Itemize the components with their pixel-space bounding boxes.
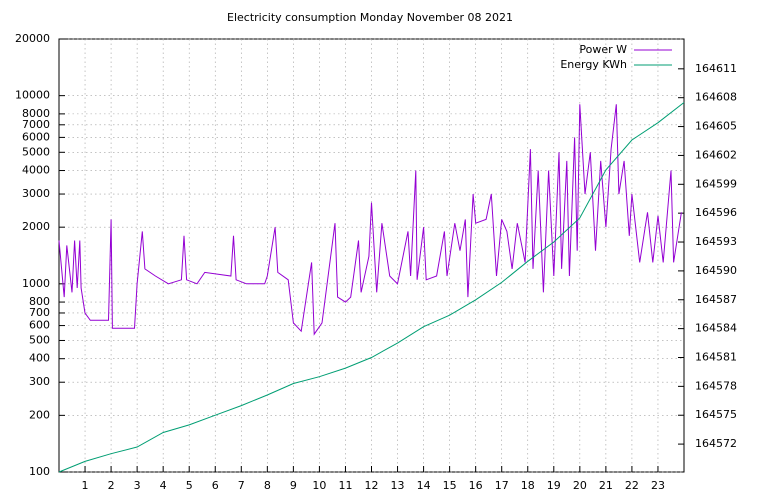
chart-title: Electricity consumption Monday November …: [227, 11, 513, 24]
y-tick-label: 5000: [22, 145, 50, 158]
y2-tick-label: 164593: [695, 235, 737, 248]
x-tick-label: 17: [495, 479, 509, 492]
y-tick-label: 500: [29, 333, 50, 346]
legend-label: Power W: [579, 43, 627, 56]
y-tick-label: 2000: [22, 220, 50, 233]
x-tick-label: 20: [573, 479, 587, 492]
y-tick-label: 300: [29, 375, 50, 388]
x-tick-label: 8: [264, 479, 271, 492]
y-tick-label: 4000: [22, 164, 50, 177]
x-tick-label: 12: [365, 479, 379, 492]
x-tick-label: 7: [238, 479, 245, 492]
y2-tick-label: 164578: [695, 379, 737, 392]
y2-tick-label: 164599: [695, 177, 737, 190]
y2-tick-label: 164611: [695, 62, 737, 75]
legend-label: Energy KWh: [560, 58, 627, 71]
y2-tick-label: 164575: [695, 408, 737, 421]
y2-tick-label: 164602: [695, 148, 737, 161]
y-tick-label: 800: [29, 295, 50, 308]
x-tick-label: 9: [290, 479, 297, 492]
y-tick-label: 10000: [15, 89, 50, 102]
x-tick-label: 11: [338, 479, 352, 492]
x-tick-label: 21: [599, 479, 613, 492]
y-tick-label: 7000: [22, 118, 50, 131]
x-tick-label: 6: [212, 479, 219, 492]
y2-tick-label: 164608: [695, 91, 737, 104]
y-tick-label: 200: [29, 408, 50, 421]
y-tick-label: 3000: [22, 187, 50, 200]
x-tick-label: 15: [443, 479, 457, 492]
x-tick-label: 5: [186, 479, 193, 492]
series-line: [58, 102, 685, 473]
y-tick-label: 6000: [22, 130, 50, 143]
x-tick-label: 23: [651, 479, 665, 492]
y2-tick-label: 164596: [695, 206, 737, 219]
x-tick-label: 13: [391, 479, 405, 492]
y2-tick-label: 164584: [695, 322, 737, 335]
y2-tick-label: 164605: [695, 120, 737, 133]
x-tick-label: 22: [625, 479, 639, 492]
x-tick-label: 2: [108, 479, 115, 492]
y-tick-label: 400: [29, 352, 50, 365]
x-tick-label: 3: [134, 479, 141, 492]
y-tick-label: 100: [29, 465, 50, 478]
x-tick-label: 10: [312, 479, 326, 492]
y-tick-label: 600: [29, 319, 50, 332]
x-tick-label: 14: [417, 479, 431, 492]
x-tick-label: 19: [547, 479, 561, 492]
series-line: [58, 104, 682, 336]
y2-tick-label: 164590: [695, 264, 737, 277]
y2-tick-label: 164581: [695, 350, 737, 363]
y-tick-label: 8000: [22, 107, 50, 120]
x-tick-label: 16: [469, 479, 483, 492]
y2-tick-label: 164572: [695, 437, 737, 450]
y-tick-label: 1000: [22, 277, 50, 290]
x-tick-label: 4: [160, 479, 167, 492]
x-tick-label: 18: [521, 479, 535, 492]
y2-tick-label: 164587: [695, 293, 737, 306]
x-tick-label: 1: [82, 479, 89, 492]
y-tick-label: 20000: [15, 32, 50, 45]
y-tick-label: 700: [29, 306, 50, 319]
